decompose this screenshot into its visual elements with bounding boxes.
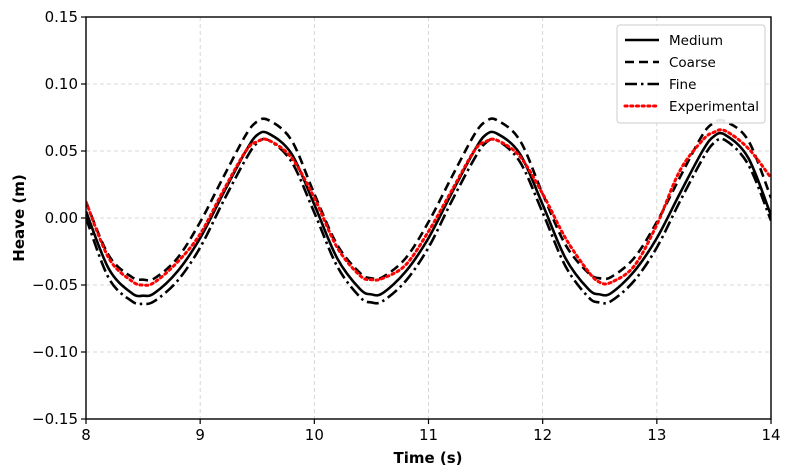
x-tick-label: 10 bbox=[305, 426, 324, 444]
x-axis-label: Time (s) bbox=[393, 449, 462, 467]
y-tick-label: 0.05 bbox=[45, 142, 78, 160]
legend-label-medium: Medium bbox=[669, 33, 723, 49]
x-tick-label: 13 bbox=[647, 426, 666, 444]
y-tick-label: 0.15 bbox=[45, 8, 78, 26]
legend-label-experimental: Experimental bbox=[669, 99, 759, 115]
x-tick-label: 9 bbox=[195, 426, 205, 444]
x-tick-label: 11 bbox=[419, 426, 438, 444]
series-line-medium bbox=[86, 130, 771, 298]
x-tick-label: 14 bbox=[761, 426, 780, 444]
legend-label-fine: Fine bbox=[669, 77, 696, 93]
x-tick-label: 8 bbox=[81, 426, 91, 444]
legend: Medium Coarse Fine Experimental bbox=[616, 24, 766, 124]
legend-box bbox=[616, 24, 766, 124]
series-lines bbox=[86, 117, 771, 306]
series-line-experimental bbox=[86, 128, 771, 287]
y-tick-label: −0.15 bbox=[32, 410, 78, 428]
y-tick-label: 0.00 bbox=[45, 209, 78, 227]
y-tick-label: 0.10 bbox=[45, 75, 78, 93]
y-tick-label: −0.05 bbox=[32, 276, 78, 294]
x-tick-label: 12 bbox=[533, 426, 552, 444]
ticks: 8 9 10 11 12 13 14 −0.15 −0.10 −0.05 0.00 0.05 0.10 0… bbox=[32, 8, 781, 444]
y-axis-label: Heave (m) bbox=[10, 174, 28, 261]
y-tick-label: −0.10 bbox=[32, 343, 78, 361]
series-line-fine bbox=[86, 137, 771, 306]
legend-label-coarse: Coarse bbox=[669, 55, 716, 71]
